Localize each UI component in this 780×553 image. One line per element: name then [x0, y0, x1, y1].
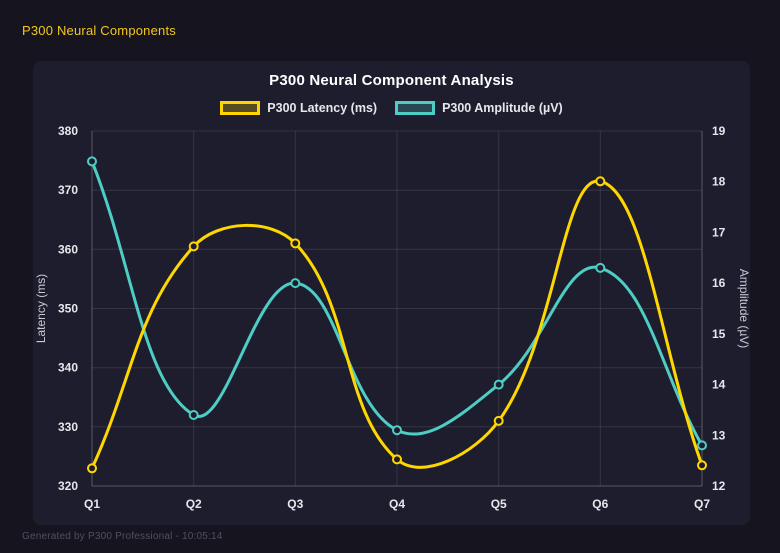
- left-axis-tick: 360: [58, 242, 78, 256]
- data-point-p300-latency-ms-q2: [188, 241, 199, 252]
- legend-item-p300-amplitude-v[interactable]: P300 Amplitude (µV): [395, 101, 563, 115]
- legend-swatch-icon: [220, 101, 261, 115]
- chart-canvas: 380 370 360 350 340 330 320 19 18 17 16 15 14 13 12 Q1 Q…: [34, 124, 750, 511]
- legend-swatch-icon: [395, 101, 436, 115]
- right-axis-tick: 16: [712, 276, 726, 290]
- right-axis-tick: 19: [712, 124, 726, 138]
- data-point-p300-amplitude-v-q1: [87, 156, 97, 167]
- data-point-p300-amplitude-v-q2: [188, 410, 199, 420]
- x-axis-label: Q6: [592, 497, 608, 511]
- x-axis-label: Q1: [84, 497, 100, 511]
- x-axis-label: Q4: [389, 497, 405, 511]
- data-point-p300-latency-ms-q6: [595, 176, 606, 187]
- data-point-p300-latency-ms-q5: [493, 415, 504, 426]
- data-point-p300-latency-ms-q3: [290, 238, 301, 249]
- right-axis-tick: 14: [712, 378, 726, 392]
- left-axis-tick: 340: [58, 361, 78, 375]
- data-point-p300-amplitude-v-q5: [493, 379, 504, 390]
- x-axis-label: Q2: [186, 497, 202, 511]
- data-point-p300-latency-ms-q1: [87, 463, 97, 474]
- right-axis-tick: 17: [712, 225, 726, 239]
- left-axis-tick: 330: [58, 420, 78, 434]
- data-point-p300-amplitude-v-q3: [290, 278, 301, 289]
- data-point-p300-latency-ms-q7: [697, 460, 707, 471]
- data-point-p300-amplitude-v-q6: [595, 262, 606, 273]
- chart-card: P300 Neural Component Analysis P300 Late…: [33, 61, 750, 525]
- data-point-p300-amplitude-v-q4: [392, 425, 402, 436]
- right-axis-tick: 18: [712, 175, 726, 189]
- data-point-p300-amplitude-v-q7: [697, 440, 707, 451]
- chart-title: P300 Neural Component Analysis: [269, 72, 514, 89]
- right-axis-tick: 13: [712, 428, 726, 442]
- left-axis-title: Latency (ms): [34, 274, 48, 343]
- chart-legend: P300 Latency (ms) P300 Amplitude (µV): [33, 101, 750, 115]
- legend-item-label: P300 Latency (ms): [267, 101, 378, 115]
- left-axis-tick: 350: [58, 302, 78, 316]
- data-point-p300-latency-ms-q4: [392, 454, 402, 465]
- footer-status: Generated by P300 Professional - 10:05:1…: [22, 531, 223, 542]
- left-axis-tick: 320: [58, 479, 78, 493]
- left-axis-tick: 370: [58, 183, 78, 197]
- x-axis-label: Q3: [287, 497, 303, 511]
- left-axis-tick: 380: [58, 124, 78, 138]
- right-axis-title: Amplitude (µV): [737, 269, 750, 349]
- right-axis-tick: 15: [712, 327, 726, 341]
- legend-item-label: P300 Amplitude (µV): [442, 101, 563, 115]
- x-axis-label: Q7: [694, 497, 710, 511]
- x-axis-label: Q5: [491, 497, 507, 511]
- right-axis-tick: 12: [712, 479, 726, 493]
- page-title: P300 Neural Components: [22, 23, 176, 38]
- legend-item-p300-latency-ms[interactable]: P300 Latency (ms): [220, 101, 377, 115]
